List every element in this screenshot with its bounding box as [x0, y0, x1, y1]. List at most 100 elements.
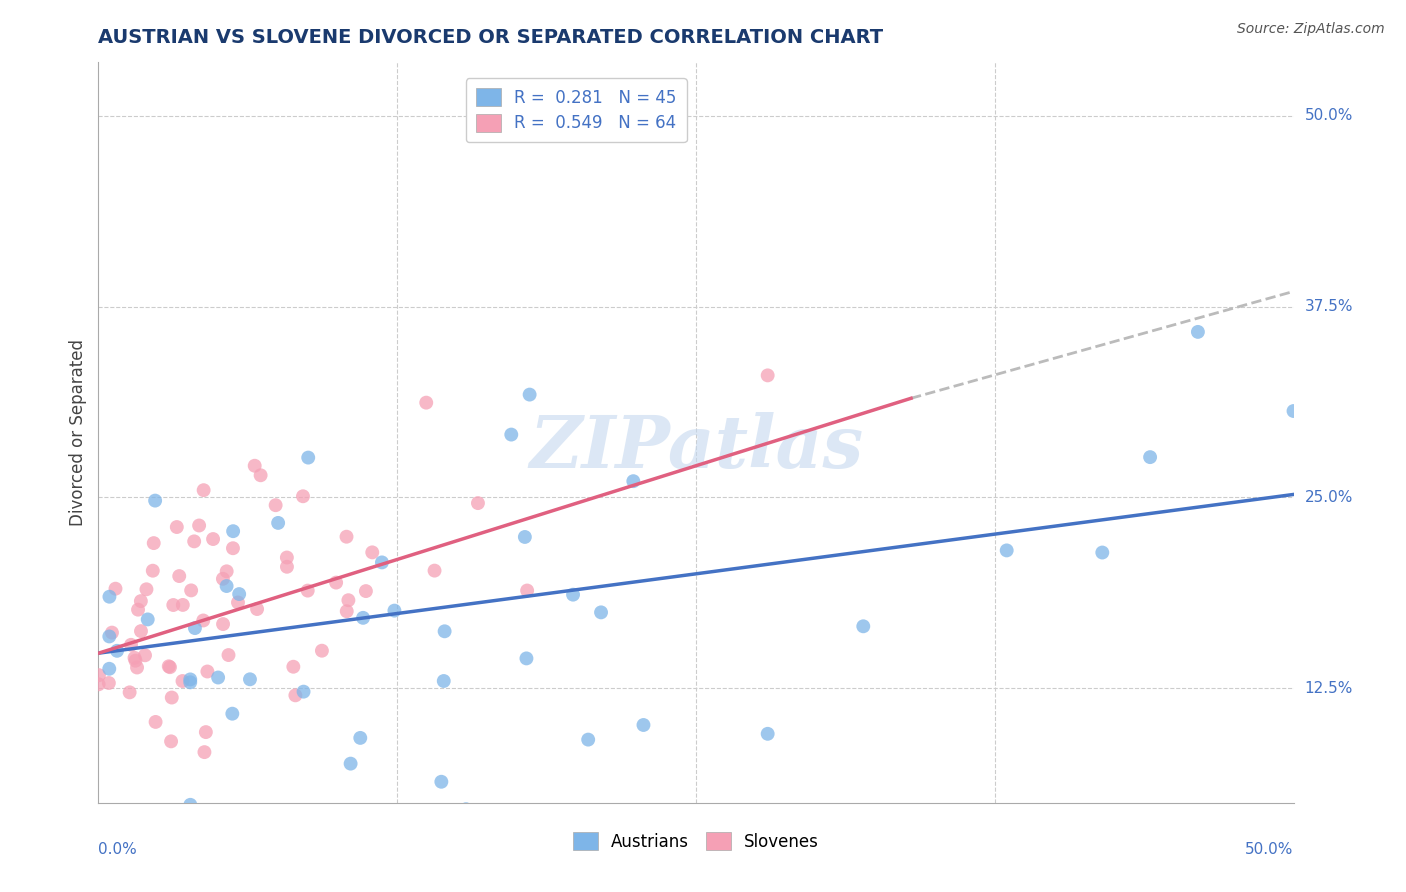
Point: [193, 614, 215, 628]
Point: [267, 516, 290, 530]
Point: [501, 427, 523, 442]
Point: [221, 706, 243, 721]
Legend: Austrians, Slovenes: Austrians, Slovenes: [567, 825, 825, 857]
Point: [589, 606, 612, 620]
Point: [104, 582, 127, 596]
Point: [621, 474, 644, 488]
Text: 12.5%: 12.5%: [1305, 681, 1353, 696]
Point: [519, 387, 541, 401]
Point: [756, 727, 779, 741]
Point: [433, 673, 456, 688]
Point: [212, 617, 235, 632]
Point: [1282, 404, 1305, 418]
Text: 50.0%: 50.0%: [1246, 842, 1294, 856]
Point: [433, 624, 456, 639]
Point: [291, 489, 314, 503]
Point: [162, 598, 184, 612]
Point: [430, 774, 453, 789]
Point: [239, 673, 262, 687]
Point: [172, 598, 194, 612]
Point: [349, 731, 371, 745]
Point: [143, 493, 166, 508]
Point: [120, 638, 142, 652]
Point: [354, 584, 377, 599]
Point: [222, 524, 245, 538]
Point: [124, 654, 146, 668]
Point: [276, 550, 298, 565]
Point: [188, 518, 211, 533]
Point: [179, 797, 201, 812]
Point: [202, 532, 225, 546]
Point: [361, 545, 384, 559]
Point: [129, 594, 152, 608]
Point: [226, 595, 249, 609]
Point: [118, 685, 141, 699]
Text: ZIPatlas: ZIPatlas: [529, 412, 863, 483]
Point: [454, 802, 477, 816]
Point: [384, 604, 406, 618]
Point: [87, 668, 110, 682]
Point: [325, 575, 347, 590]
Point: [145, 714, 167, 729]
Point: [1091, 545, 1114, 559]
Point: [515, 651, 537, 665]
Point: [371, 556, 394, 570]
Point: [249, 468, 271, 483]
Point: [352, 611, 374, 625]
Point: [276, 559, 298, 574]
Point: [311, 643, 333, 657]
Point: [183, 534, 205, 549]
Point: [105, 644, 128, 658]
Point: [159, 660, 181, 674]
Point: [124, 650, 146, 665]
Point: [179, 675, 201, 690]
Point: [1139, 450, 1161, 464]
Point: [194, 725, 217, 739]
Point: [127, 602, 149, 616]
Text: 0.0%: 0.0%: [98, 842, 138, 856]
Point: [215, 579, 238, 593]
Point: [243, 458, 266, 473]
Point: [125, 660, 148, 674]
Point: [297, 583, 319, 598]
Point: [228, 587, 250, 601]
Point: [264, 498, 287, 512]
Point: [1187, 325, 1209, 339]
Point: [337, 593, 360, 607]
Point: [297, 450, 319, 465]
Point: [142, 536, 165, 550]
Point: [134, 648, 156, 663]
Point: [103, 871, 125, 885]
Text: Source: ZipAtlas.com: Source: ZipAtlas.com: [1237, 22, 1385, 37]
Point: [136, 612, 159, 626]
Point: [756, 368, 779, 383]
Point: [336, 604, 359, 618]
Point: [467, 496, 489, 510]
Point: [995, 543, 1018, 558]
Point: [222, 541, 245, 556]
Point: [576, 732, 599, 747]
Point: [197, 665, 219, 679]
Point: [157, 659, 180, 673]
Point: [246, 602, 269, 616]
Point: [633, 718, 655, 732]
Point: [284, 689, 307, 703]
Point: [852, 619, 875, 633]
Point: [423, 564, 446, 578]
Point: [184, 621, 207, 635]
Point: [339, 756, 361, 771]
Text: 25.0%: 25.0%: [1305, 490, 1353, 505]
Point: [167, 569, 190, 583]
Text: 50.0%: 50.0%: [1305, 108, 1353, 123]
Point: [292, 684, 315, 698]
Point: [180, 583, 202, 598]
Point: [218, 648, 240, 662]
Point: [98, 662, 121, 676]
Point: [172, 673, 194, 688]
Y-axis label: Divorced or Separated: Divorced or Separated: [69, 339, 87, 526]
Point: [98, 590, 121, 604]
Point: [562, 588, 585, 602]
Point: [193, 745, 215, 759]
Point: [207, 671, 229, 685]
Text: 37.5%: 37.5%: [1305, 299, 1353, 314]
